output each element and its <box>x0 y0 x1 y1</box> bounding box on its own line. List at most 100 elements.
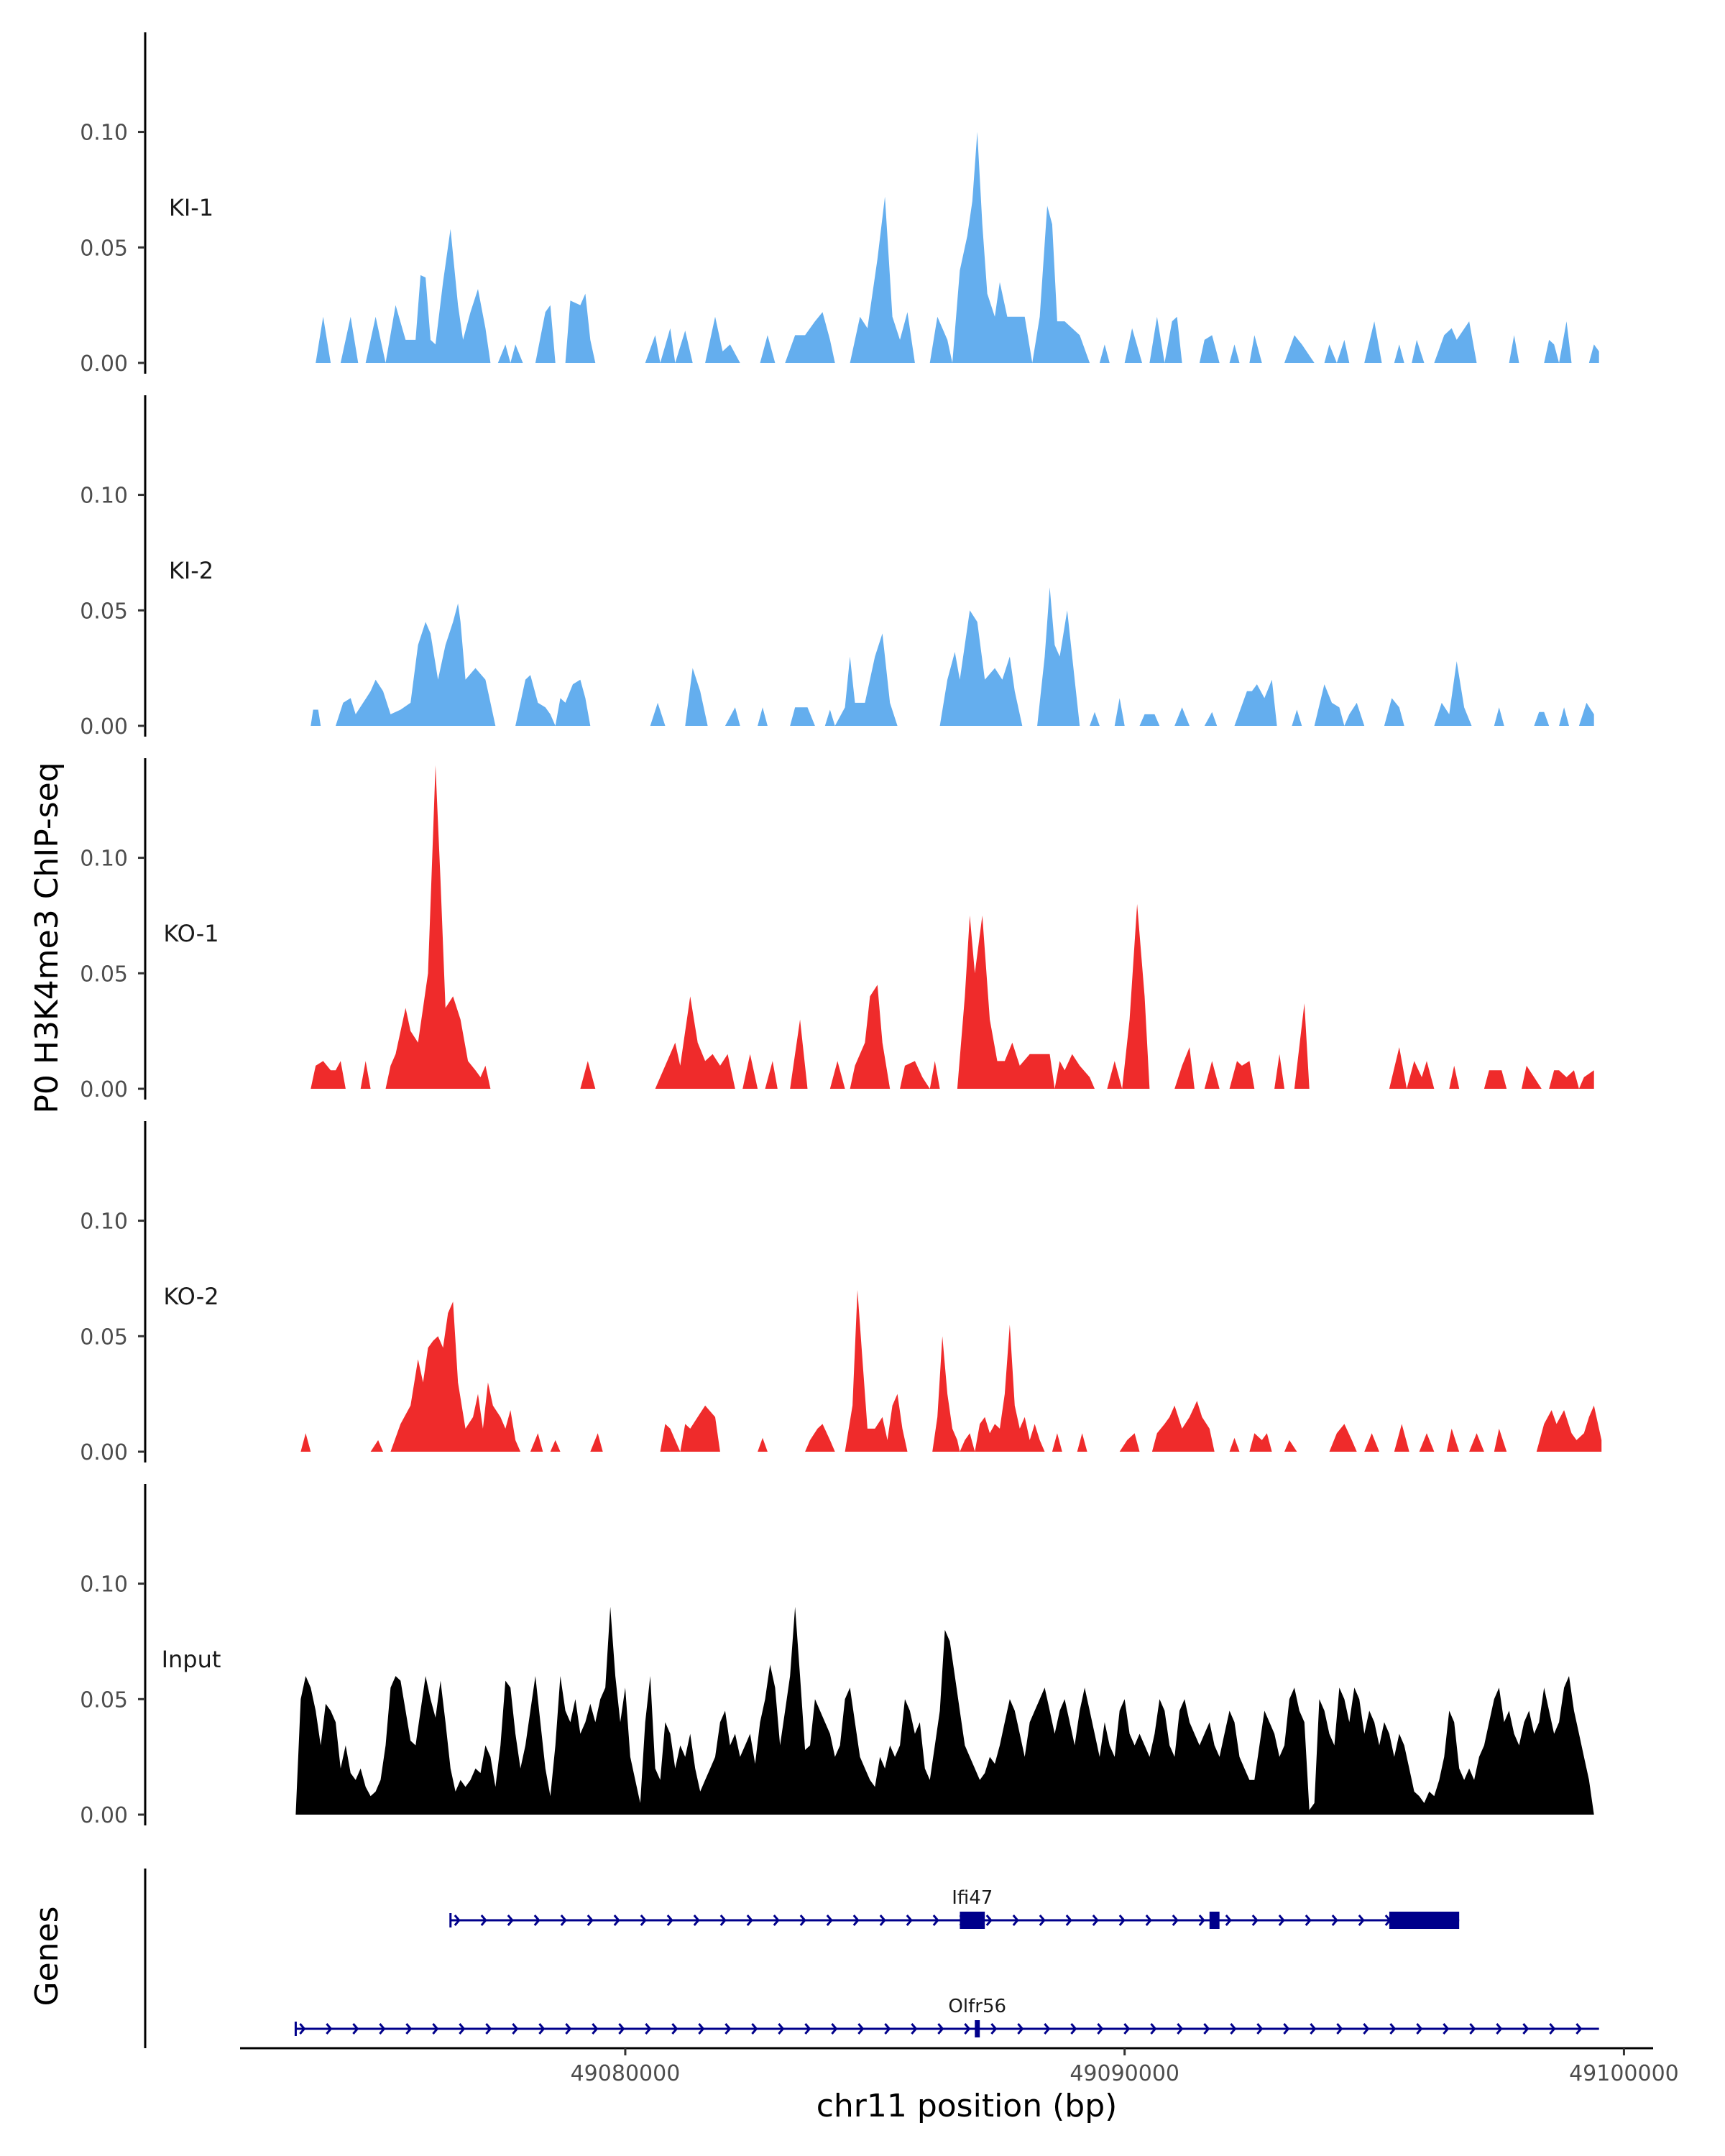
gene-olfr56-name: Olfr56 <box>948 1996 1006 2017</box>
genes-group: Ifi47 Olfr56 <box>144 1869 1599 2048</box>
gene-olfr56-strand-arrow <box>1283 2023 1290 2035</box>
gene-ifi47-strand-arrow <box>1039 1915 1046 1926</box>
track-ko-1-ytick-label: 0.10 <box>80 847 128 872</box>
gene-ifi47-strand-arrow <box>773 1915 780 1926</box>
gene-olfr56-strand-arrow <box>1363 2023 1370 2035</box>
track-ko-1-ytick-label: 0.00 <box>80 1077 128 1102</box>
gene-olfr56-strand-arrow <box>1256 2023 1264 2035</box>
gene-olfr56-strand-arrow <box>1389 2023 1397 2035</box>
gene-olfr56-strand-arrow <box>485 2023 492 2035</box>
track-label-input: Input <box>162 1646 221 1673</box>
track-label-ki-2: KI-2 <box>169 557 213 584</box>
x-tick-label: 49090000 <box>1070 2061 1179 2086</box>
gene-olfr56-strand-arrow <box>1230 2023 1237 2035</box>
gene-olfr56-exon <box>975 2020 980 2037</box>
track-ko-2-ytick-label: 0.00 <box>80 1440 128 1465</box>
gene-ifi47-strand-arrow <box>1012 1915 1019 1926</box>
gene-ifi47-strand-arrow <box>826 1915 833 1926</box>
gene-olfr56-strand-arrow <box>645 2023 652 2035</box>
gene-olfr56-strand-arrow <box>724 2023 732 2035</box>
gene-ifi47-name: Ifi47 <box>952 1887 993 1909</box>
track-ko-2-ytick-label: 0.10 <box>80 1210 128 1235</box>
track-ki-2-ytick-label: 0.10 <box>80 484 128 509</box>
gene-ifi47-strand-arrow <box>454 1915 461 1926</box>
gene-ifi47-strand-arrow <box>1305 1915 1312 1926</box>
gene-ifi47-strand-arrow <box>932 1915 939 1926</box>
track-ki-1-ytick-label: 0.05 <box>80 236 128 261</box>
gene-olfr56-strand-arrow <box>299 2023 306 2035</box>
gene-olfr56-strand-arrow <box>432 2023 439 2035</box>
gene-ifi47-strand-arrow <box>799 1915 806 1926</box>
gene-ifi47-strand-arrow <box>1251 1915 1259 1926</box>
gene-ifi47-strand-arrow <box>906 1915 913 1926</box>
track-ki-2-ytick-label: 0.00 <box>80 714 128 740</box>
gene-ifi47-strand-arrow <box>1065 1915 1072 1926</box>
gene-olfr56-strand-arrow <box>671 2023 678 2035</box>
gene-ifi47-strand-arrow <box>1358 1915 1365 1926</box>
gene-ifi47-strand-arrow <box>1092 1915 1099 1926</box>
track-input-signal-area <box>295 1606 1594 1815</box>
gene-olfr56-strand-arrow <box>1336 2023 1343 2035</box>
gene-ifi47-strand-arrow <box>693 1915 700 1926</box>
gene-ifi47-strand-arrow <box>1145 1915 1152 1926</box>
gene-olfr56-strand-arrow <box>326 2023 333 2035</box>
x-axis-title: chr11 position (bp) <box>816 2088 1118 2124</box>
gene-olfr56-strand-arrow <box>405 2023 413 2035</box>
gene-olfr56-strand-arrow <box>459 2023 466 2035</box>
track-input-ytick-label: 0.00 <box>80 1803 128 1828</box>
track-ko-1-ytick-label: 0.05 <box>80 962 128 987</box>
gene-olfr56-strand-arrow <box>964 2023 971 2035</box>
gene-olfr56-strand-arrow <box>618 2023 625 2035</box>
gene-olfr56-strand-arrow <box>1123 2023 1131 2035</box>
gene-ifi47-strand-arrow <box>746 1915 753 1926</box>
gene-olfr56-strand-arrow <box>1549 2023 1556 2035</box>
gene-olfr56-strand-arrow <box>352 2023 359 2035</box>
gene-olfr56-strand-arrow <box>538 2023 546 2035</box>
gene-olfr56-strand-arrow <box>1177 2023 1184 2035</box>
gene-olfr56-strand-arrow <box>1017 2023 1024 2035</box>
gene-olfr56-strand-arrow <box>379 2023 386 2035</box>
genes-axis-title: Genes <box>29 1906 65 2006</box>
gene-olfr56-strand-arrow <box>1522 2023 1530 2035</box>
track-ko-2-signal-area <box>300 1290 1602 1452</box>
gene-olfr56-strand-arrow <box>1576 2023 1583 2035</box>
gene-ifi47-strand-arrow <box>640 1915 647 1926</box>
track-ko-2-ytick-label: 0.05 <box>80 1325 128 1350</box>
gene-olfr56-strand-arrow <box>937 2023 944 2035</box>
gene-ifi47-strand-arrow <box>1331 1915 1338 1926</box>
gene-ifi47-exon <box>1389 1912 1460 1929</box>
gene-ifi47-strand-arrow <box>666 1915 673 1926</box>
gene-olfr56-strand-arrow <box>1097 2023 1104 2035</box>
track-ki-2-signal-area <box>310 587 1594 726</box>
track-ki-1-ytick-label: 0.00 <box>80 351 128 377</box>
gene-ifi47-strand-arrow <box>852 1915 860 1926</box>
x-axis: 49080000 49090000 49100000 <box>240 2047 1679 2086</box>
gene-olfr56-strand-arrow <box>1310 2023 1317 2035</box>
gene-ifi47-strand-arrow <box>586 1915 594 1926</box>
y-axis-title: P0 H3K4me3 ChIP-seq <box>29 762 65 1113</box>
gene-olfr56-strand-arrow <box>1496 2023 1503 2035</box>
track-label-ko-2: KO-2 <box>163 1283 218 1310</box>
gene-olfr56-strand-arrow <box>565 2023 572 2035</box>
gene-olfr56-strand-arrow <box>1203 2023 1210 2035</box>
gene-ifi47-strand-arrow <box>533 1915 540 1926</box>
gene-ifi47-strand-arrow <box>719 1915 727 1926</box>
gene-olfr56-strand-arrow <box>884 2023 891 2035</box>
gene-olfr56-strand-arrow <box>831 2023 838 2035</box>
gene-ifi47-strand-arrow <box>1172 1915 1179 1926</box>
gene-olfr56-strand-arrow <box>1070 2023 1077 2035</box>
x-tick-label: 49080000 <box>571 2061 681 2086</box>
gene-ifi47-strand-arrow <box>613 1915 620 1926</box>
track-ko-1-signal-area <box>310 765 1594 1089</box>
gene-ifi47-strand-arrow <box>480 1915 487 1926</box>
track-ki-2-ytick-label: 0.05 <box>80 599 128 624</box>
track-label-ki-1: KI-1 <box>169 194 213 221</box>
gene-ifi47-strand-arrow <box>1278 1915 1285 1926</box>
gene-olfr56-strand-arrow <box>751 2023 758 2035</box>
gene-ifi47-strand-arrow <box>560 1915 567 1926</box>
gene-olfr56-strand-arrow <box>990 2023 998 2035</box>
tracks-group: 0.00 0.05 0.10 KI-1 0.00 0.05 0.10 KI-2 0.00 0.05… <box>80 32 1602 1828</box>
gene-olfr56-strand-arrow <box>1416 2023 1423 2035</box>
gene-ifi47-exon <box>960 1912 985 1929</box>
gene-olfr56-strand-arrow <box>1150 2023 1157 2035</box>
